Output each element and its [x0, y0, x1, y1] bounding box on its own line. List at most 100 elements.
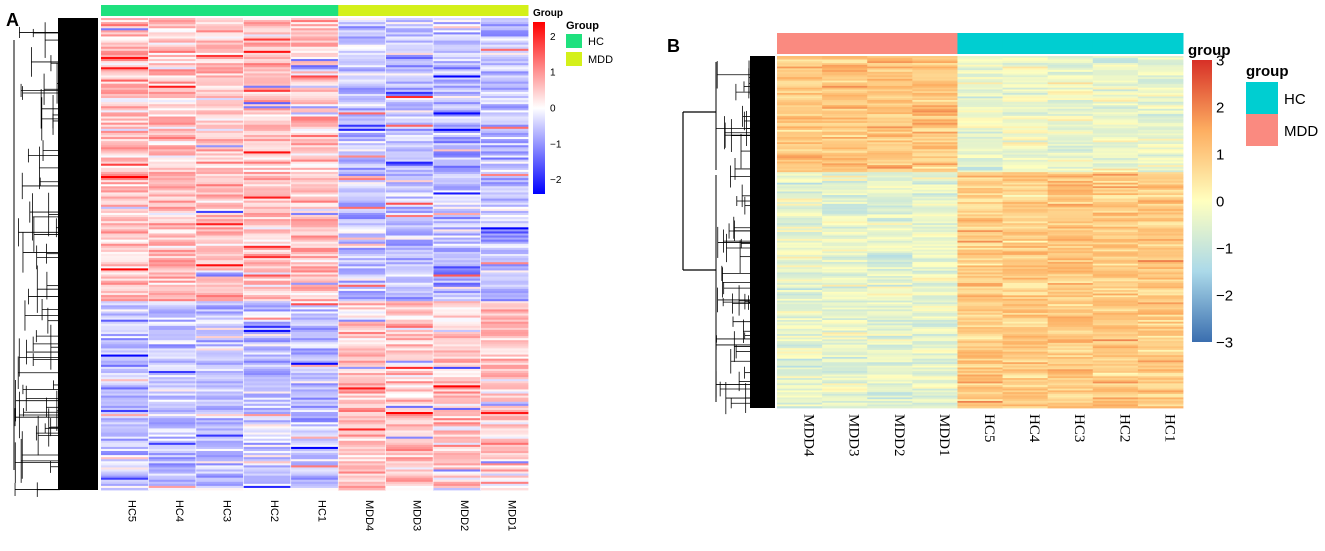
- heatmap-cell: [148, 161, 197, 165]
- heatmap-cell: [101, 399, 149, 403]
- heatmap-cell: [777, 186, 823, 189]
- heatmap-cell: [957, 186, 1003, 189]
- heatmap-cell: [867, 75, 913, 78]
- heatmap-cell: [290, 28, 339, 31]
- heatmap-cell: [480, 114, 529, 117]
- heatmap-cell: [480, 469, 529, 472]
- heatmap-cell: [912, 128, 958, 131]
- heatmap-cell: [1047, 286, 1094, 289]
- heatmap-cell: [243, 159, 292, 163]
- heatmap-cell: [1092, 56, 1139, 59]
- heatmap-cell: [243, 336, 292, 339]
- heatmap-cell: [1047, 356, 1094, 360]
- heatmap-cell: [101, 231, 149, 234]
- heatmap-cell: [1002, 355, 1049, 358]
- heatmap-cell: [101, 457, 149, 460]
- heatmap-cell: [195, 323, 244, 327]
- heatmap-cell: [1137, 330, 1184, 333]
- heatmap-cell: [1047, 129, 1094, 133]
- heatmap-cell: [290, 305, 339, 308]
- heatmap-cell: [1137, 159, 1184, 162]
- heatmap-cell: [243, 233, 292, 236]
- heatmap-cell: [777, 332, 823, 335]
- heatmap-cell: [338, 161, 387, 165]
- heatmap-cell: [148, 438, 197, 442]
- heatmap-cell: [480, 264, 529, 267]
- heatmap-cell: [1047, 119, 1094, 122]
- heatmap-cell: [1137, 161, 1184, 164]
- heatmap-cell: [101, 52, 149, 56]
- heatmap-cell: [195, 192, 244, 195]
- heatmap-cell: [1092, 210, 1139, 214]
- heatmap-cell: [243, 112, 292, 115]
- heatmap-cell: [957, 152, 1003, 155]
- heatmap-cell: [148, 303, 197, 306]
- heatmap-cell: [148, 276, 197, 280]
- heatmap-cell: [338, 436, 387, 440]
- heatmap-cell: [101, 200, 149, 204]
- heatmap-cell: [1047, 92, 1094, 96]
- heatmap-cell: [822, 138, 868, 141]
- heatmap-cell: [480, 405, 529, 409]
- heatmap-cell: [957, 200, 1003, 203]
- heatmap-cell: [148, 204, 197, 208]
- heatmap-cell: [290, 358, 339, 362]
- heatmap-cell: [912, 268, 958, 272]
- heatmap-cell: [1047, 327, 1094, 330]
- heatmap-cell: [195, 165, 244, 169]
- heatmap-cell: [243, 286, 292, 290]
- heatmap-cell: [912, 332, 958, 335]
- heatmap-cell: [290, 295, 339, 298]
- heatmap-cell: [433, 354, 481, 358]
- heatmap-cell: [1002, 283, 1049, 286]
- heatmap-cell: [290, 180, 339, 183]
- heatmap-cell: [148, 360, 197, 364]
- heatmap-cell: [480, 268, 529, 271]
- heatmap-cell: [385, 301, 434, 304]
- heatmap-cell: [385, 416, 434, 419]
- heatmap-cell: [1137, 228, 1184, 231]
- heatmap-cell: [1002, 237, 1049, 240]
- heatmap-cell: [1092, 142, 1139, 145]
- heatmap-cell: [1137, 367, 1184, 370]
- heatmap-cell: [1092, 223, 1139, 226]
- heatmap-cell: [822, 188, 868, 191]
- heatmap-cell: [777, 98, 823, 101]
- heatmap-cell: [777, 260, 823, 263]
- heatmap-cell: [195, 204, 244, 208]
- heatmap-cell: [1047, 341, 1094, 344]
- heatmap-cell: [1002, 166, 1049, 170]
- heatmap-cell: [101, 210, 149, 214]
- heatmap-cell: [243, 414, 292, 417]
- heatmap-cell: [1047, 397, 1094, 400]
- heatmap-cell: [1047, 63, 1094, 66]
- heatmap-cell: [243, 34, 292, 37]
- heatmap-cell: [912, 353, 958, 356]
- heatmap-cell: [290, 477, 339, 481]
- heatmap-cell: [243, 231, 292, 234]
- heatmap-cell: [822, 286, 868, 289]
- heatmap-cell: [338, 243, 387, 247]
- column-label: HC5: [126, 500, 138, 522]
- heatmap-cell: [912, 170, 958, 173]
- heatmap-cell: [243, 104, 292, 107]
- heatmap-cell: [480, 149, 529, 152]
- heatmap-cell: [1002, 254, 1049, 258]
- heatmap-cell: [101, 440, 149, 444]
- heatmap-cell: [148, 89, 197, 93]
- heatmap-cell: [1047, 365, 1094, 368]
- heatmap-cell: [867, 395, 913, 398]
- heatmap-cell: [243, 370, 292, 374]
- heatmap-cell: [433, 116, 481, 119]
- heatmap-cell: [1002, 342, 1049, 346]
- heatmap-cell: [101, 356, 149, 360]
- heatmap-cell: [433, 206, 481, 210]
- heatmap-cell: [101, 149, 149, 152]
- heatmap-cell: [1137, 386, 1184, 390]
- heatmap-cell: [101, 178, 149, 181]
- heatmap-cell: [1092, 348, 1139, 351]
- heatmap-cell: [912, 378, 958, 381]
- heatmap-cell: [777, 73, 823, 76]
- heatmap-cell: [1137, 321, 1184, 324]
- heatmap-cell: [195, 428, 244, 431]
